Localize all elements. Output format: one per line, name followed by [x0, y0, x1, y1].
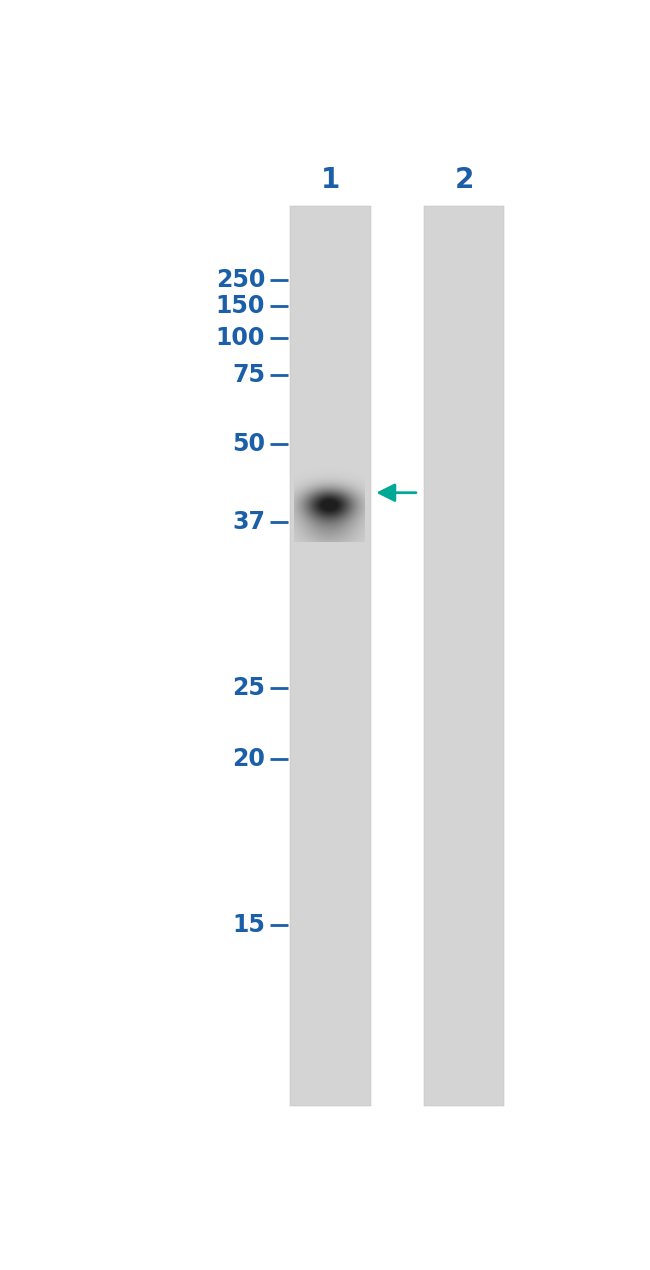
Bar: [424, 206, 504, 1106]
Text: 25: 25: [232, 677, 265, 700]
Text: 150: 150: [216, 293, 265, 318]
Text: 75: 75: [232, 363, 265, 387]
Text: 15: 15: [232, 913, 265, 937]
Text: 50: 50: [232, 432, 265, 456]
Text: 100: 100: [216, 326, 265, 351]
Bar: [291, 206, 371, 1106]
Text: 37: 37: [232, 511, 265, 535]
Text: 2: 2: [454, 166, 474, 194]
Text: 1: 1: [321, 166, 340, 194]
Text: 20: 20: [232, 747, 265, 771]
Text: 250: 250: [216, 268, 265, 292]
